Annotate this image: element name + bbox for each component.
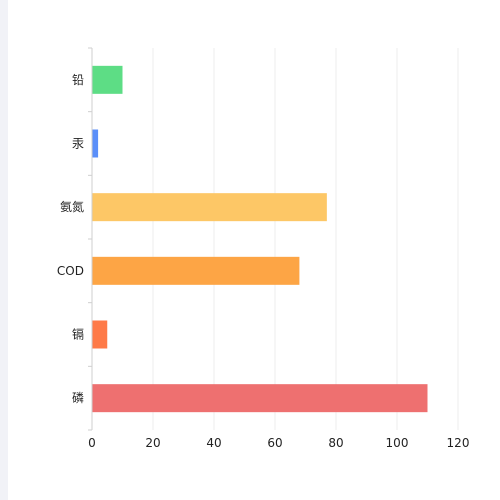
bar-4 [92, 320, 108, 349]
y-category-label: 磷 [72, 390, 84, 405]
x-tick-label: 100 [386, 436, 409, 450]
x-tick-label: 20 [145, 436, 160, 450]
axis-layer [88, 47, 93, 431]
bars-layer [92, 65, 428, 413]
left-edge-strip [0, 0, 8, 500]
y-category-label: 镉 [72, 328, 84, 342]
bar-1 [92, 129, 99, 158]
bar-2 [92, 193, 327, 222]
x-tick-label: 60 [267, 436, 282, 450]
x-tick-label: 40 [206, 436, 221, 450]
bar-3 [92, 256, 300, 285]
x-tick-label: 0 [88, 436, 96, 450]
grid-layer [152, 48, 459, 430]
x-tick-label: 120 [447, 436, 470, 450]
y-category-label: COD [57, 264, 84, 278]
y-category-label: 汞 [72, 137, 84, 151]
y-category-label: 氨氮 [60, 199, 84, 214]
bar-5 [92, 384, 428, 413]
x-tick-label: 80 [328, 436, 343, 450]
bar-0 [92, 65, 123, 94]
y-category-label: 铅 [72, 73, 84, 87]
